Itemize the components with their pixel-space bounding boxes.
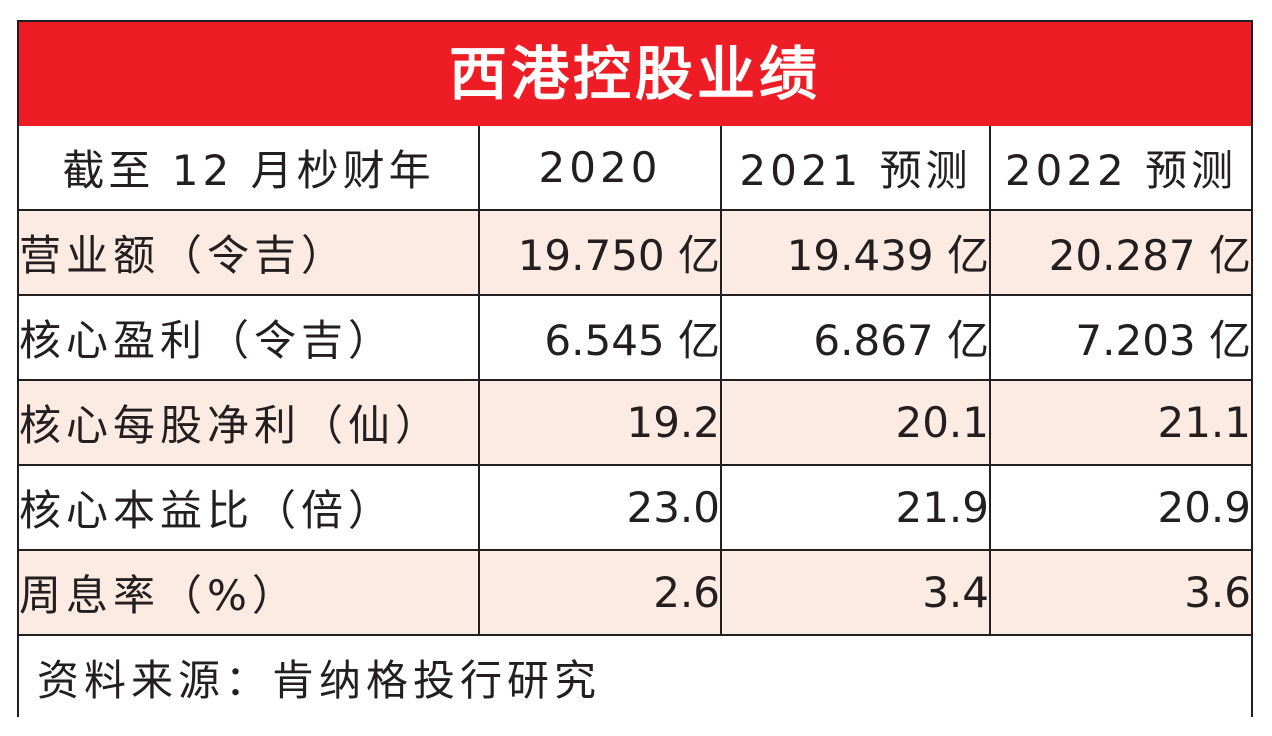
cell-value: 19.750 亿 <box>478 209 722 296</box>
title-bar: 西港控股业绩 <box>19 22 1251 126</box>
cell-value: 21.1 <box>989 379 1251 466</box>
row-label: 核心盈利（令吉） <box>19 294 480 381</box>
column-header-2021-forecast: 2021 预测 <box>720 126 991 211</box>
results-table-frame: 西港控股业绩 截至 12 月杪财年 2020 2021 预测 2022 预测 营… <box>17 20 1253 719</box>
table-row-core-eps: 核心每股净利（仙） 19.2 20.1 21.1 <box>19 379 1251 466</box>
cell-value: 20.287 亿 <box>989 209 1251 296</box>
column-header-2020: 2020 <box>478 126 722 211</box>
cell-value: 6.867 亿 <box>720 294 991 381</box>
cell-value: 23.0 <box>478 464 722 551</box>
column-header-period: 截至 12 月杪财年 <box>19 126 480 211</box>
header-row: 截至 12 月杪财年 2020 2021 预测 2022 预测 <box>19 126 1251 211</box>
cell-value: 19.2 <box>478 379 722 466</box>
cell-value: 21.9 <box>720 464 991 551</box>
table-row-core-pe: 核心本益比（倍） 23.0 21.9 20.9 <box>19 464 1251 551</box>
financial-results-table: 截至 12 月杪财年 2020 2021 预测 2022 预测 营业额（令吉） … <box>19 126 1251 719</box>
row-label: 核心每股净利（仙） <box>19 379 480 466</box>
cell-value: 3.4 <box>720 549 991 636</box>
cell-value: 20.9 <box>989 464 1251 551</box>
row-label: 周息率（%） <box>19 549 480 636</box>
cell-value: 7.203 亿 <box>989 294 1251 381</box>
table-row-dividend-yield: 周息率（%） 2.6 3.4 3.6 <box>19 549 1251 636</box>
cell-value: 20.1 <box>720 379 991 466</box>
cell-value: 6.545 亿 <box>478 294 722 381</box>
table-row-core-profit: 核心盈利（令吉） 6.545 亿 6.867 亿 7.203 亿 <box>19 294 1251 381</box>
source-row: 资料来源：肯纳格投行研究 <box>19 634 1251 719</box>
row-label: 核心本益比（倍） <box>19 464 480 551</box>
column-header-2022-forecast: 2022 预测 <box>989 126 1251 211</box>
cell-value: 3.6 <box>989 549 1251 636</box>
source-note: 资料来源：肯纳格投行研究 <box>19 634 1251 719</box>
cell-value: 19.439 亿 <box>720 209 991 296</box>
cell-value: 2.6 <box>478 549 722 636</box>
table-title: 西港控股业绩 <box>448 40 821 108</box>
table-row-revenue: 营业额（令吉） 19.750 亿 19.439 亿 20.287 亿 <box>19 209 1251 296</box>
row-label: 营业额（令吉） <box>19 209 480 296</box>
